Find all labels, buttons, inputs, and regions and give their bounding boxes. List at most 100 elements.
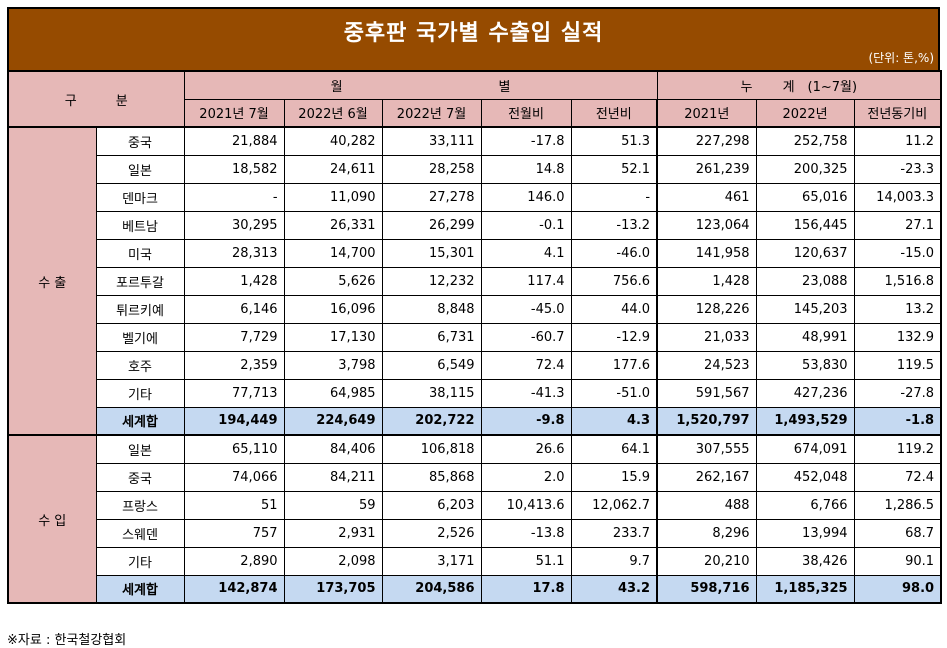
value-cell: 261,239 xyxy=(656,154,757,184)
value-cell: - xyxy=(183,182,285,212)
source-note: ※자료 : 한국철강협회 xyxy=(7,633,127,648)
value-cell: -0.1 xyxy=(480,210,572,240)
value-cell: 51.3 xyxy=(570,126,659,156)
value-cell: 224,649 xyxy=(283,406,383,436)
value-cell: 84,406 xyxy=(283,434,383,464)
value-cell: -23.3 xyxy=(853,154,943,184)
table-row: 기타 2,890 2,098 3,171 51.1 9.7 20,210 38,426 90.1 xyxy=(8,546,943,576)
value-cell: -9.8 xyxy=(480,406,572,436)
country-name: 미국 xyxy=(95,238,185,268)
value-cell: 2.0 xyxy=(480,462,572,492)
value-cell: 200,325 xyxy=(755,154,855,184)
country-name: 호주 xyxy=(95,350,185,380)
value-cell: 598,716 xyxy=(656,574,757,604)
table-row: 포르투갈 1,428 5,626 12,232 117.4 756.6 1,428 23,08… xyxy=(8,266,943,296)
column-header: 2021년 7월 xyxy=(183,98,285,128)
value-cell: 90.1 xyxy=(853,546,943,576)
value-cell: 119.2 xyxy=(853,434,943,464)
country-name: 일본 xyxy=(95,434,185,464)
column-header: 2022년 6월 xyxy=(283,98,383,128)
value-cell: 141,958 xyxy=(656,238,757,268)
table-row: 호주 2,359 3,798 6,549 72.4 177.6 24,523 53,830 11… xyxy=(8,350,943,380)
value-cell: 6,731 xyxy=(381,322,482,352)
value-cell: 28,258 xyxy=(381,154,482,184)
value-cell: 1,520,797 xyxy=(656,406,757,436)
value-cell: 28,313 xyxy=(183,238,285,268)
value-cell: 132.9 xyxy=(853,322,943,352)
value-cell: 119.5 xyxy=(853,350,943,380)
value-cell: 38,115 xyxy=(381,378,482,408)
value-cell: 68.7 xyxy=(853,518,943,548)
column-header: 전월비 xyxy=(480,98,572,128)
table-row: 수 출 중국 21,884 40,282 33,111 -17.8 51.3 227,298 2… xyxy=(7,126,943,436)
value-cell: 64.1 xyxy=(570,434,659,464)
value-cell: 12,062.7 xyxy=(570,490,659,520)
cumulative-group-header: 누 계 (1~7월) xyxy=(656,70,943,100)
total-row: 세계합 194,449 224,649 202,722 -9.8 4.3 1,520,797… xyxy=(8,406,943,436)
value-cell: 14,700 xyxy=(283,238,383,268)
country-name: 중국 xyxy=(95,462,185,492)
value-cell: 173,705 xyxy=(283,574,383,604)
value-cell: 51 xyxy=(183,490,285,520)
value-cell: 84,211 xyxy=(283,462,383,492)
value-cell: 59 xyxy=(283,490,383,520)
value-cell: 77,713 xyxy=(183,378,285,408)
value-cell: 21,884 xyxy=(183,126,285,156)
value-cell: 12,232 xyxy=(381,266,482,296)
value-cell: 2,526 xyxy=(381,518,482,548)
value-cell: 202,722 xyxy=(381,406,482,436)
table-row: 기타 77,713 64,985 38,115 -41.3 -51.0 591,567 427… xyxy=(8,378,943,408)
country-name: 일본 xyxy=(95,154,185,184)
value-cell: 15.9 xyxy=(570,462,659,492)
value-cell: 4.1 xyxy=(480,238,572,268)
country-name: 세계합 xyxy=(95,406,185,436)
value-cell: 17.8 xyxy=(480,574,572,604)
country-name: 덴마크 xyxy=(95,182,185,212)
value-cell: 204,586 xyxy=(381,574,482,604)
value-cell: - xyxy=(570,182,659,212)
value-cell: 262,167 xyxy=(656,462,757,492)
category-header: 구 분 xyxy=(6,70,185,128)
value-cell: 194,449 xyxy=(183,406,285,436)
value-cell: 7,729 xyxy=(183,322,285,352)
value-cell: 461 xyxy=(656,182,757,212)
value-cell: 3,171 xyxy=(381,546,482,576)
value-cell: 156,445 xyxy=(755,210,855,240)
value-cell: 2,359 xyxy=(183,350,285,380)
column-header: 전년비 xyxy=(570,98,659,128)
value-cell: 3,798 xyxy=(283,350,383,380)
value-cell: 177.6 xyxy=(570,350,659,380)
country-name: 프랑스 xyxy=(95,490,185,520)
value-cell: 52.1 xyxy=(570,154,659,184)
value-cell: 23,088 xyxy=(755,266,855,296)
value-cell: 98.0 xyxy=(853,574,943,604)
value-cell: 72.4 xyxy=(853,462,943,492)
value-cell: 26,299 xyxy=(381,210,482,240)
value-cell: 6,549 xyxy=(381,350,482,380)
value-cell: 24,611 xyxy=(283,154,383,184)
value-cell: 30,295 xyxy=(183,210,285,240)
value-cell: 1,185,325 xyxy=(755,574,855,604)
table-row: 튀르키예 6,146 16,096 8,848 -45.0 44.0 128,226 145,… xyxy=(8,294,943,324)
value-cell: 1,428 xyxy=(183,266,285,296)
value-cell: 4.3 xyxy=(570,406,659,436)
section-label: 수 출 xyxy=(7,126,97,436)
value-cell: 142,874 xyxy=(183,574,285,604)
value-cell: 51.1 xyxy=(480,546,572,576)
value-cell: 65,110 xyxy=(183,434,285,464)
table-row: 수 입 일본 65,110 84,406 106,818 26.6 64.1 307,555 6… xyxy=(7,434,943,604)
monthly-group-header: 월 별 xyxy=(183,70,658,100)
value-cell: 128,226 xyxy=(656,294,757,324)
column-header: 2022년 xyxy=(755,98,855,128)
column-header: 2021년 xyxy=(656,98,757,128)
country-name: 튀르키예 xyxy=(95,294,185,324)
value-cell: 757 xyxy=(183,518,285,548)
value-cell: 13.2 xyxy=(853,294,943,324)
value-cell: -12.9 xyxy=(570,322,659,352)
table-row: 중국 74,066 84,211 85,868 2.0 15.9 262,167 452,04… xyxy=(8,462,943,492)
value-cell: 26,331 xyxy=(283,210,383,240)
value-cell: 2,098 xyxy=(283,546,383,576)
value-cell: 43.2 xyxy=(570,574,659,604)
value-cell: -15.0 xyxy=(853,238,943,268)
value-cell: 8,296 xyxy=(656,518,757,548)
